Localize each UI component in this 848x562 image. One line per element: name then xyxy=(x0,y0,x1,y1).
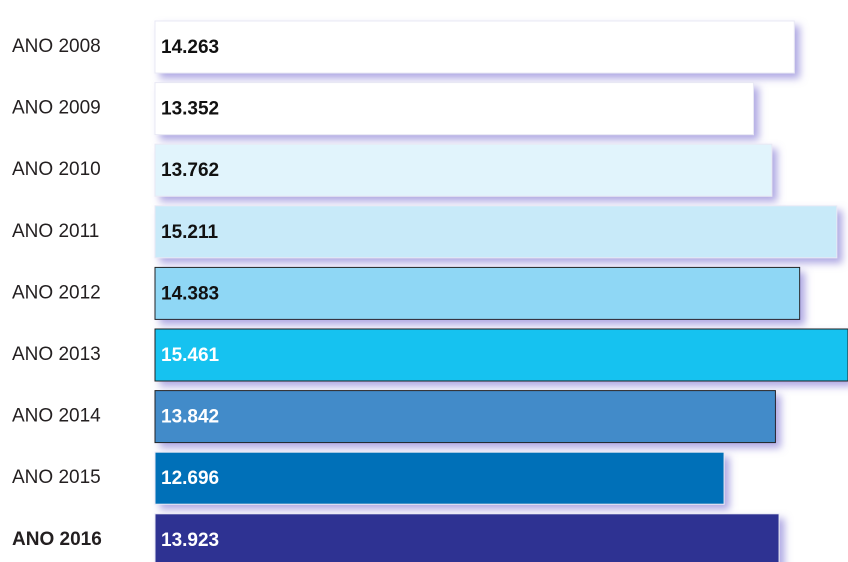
category-label: ANO 2014 xyxy=(12,406,101,427)
bar xyxy=(154,328,848,382)
bar xyxy=(154,82,754,136)
value-label: 13.923 xyxy=(161,530,219,551)
bar xyxy=(154,513,780,562)
bar xyxy=(154,143,773,197)
bar xyxy=(154,205,838,259)
value-label: 15.211 xyxy=(161,222,218,243)
value-label: 13.842 xyxy=(161,407,219,428)
category-label: ANO 2011 xyxy=(12,221,99,242)
value-label: 14.263 xyxy=(161,37,219,58)
value-label: 12.696 xyxy=(161,468,219,489)
category-label: ANO 2010 xyxy=(12,159,101,180)
bar xyxy=(154,266,801,320)
bar xyxy=(154,20,795,74)
bar xyxy=(154,390,776,444)
category-label: ANO 2008 xyxy=(12,36,101,57)
category-label: ANO 2012 xyxy=(12,282,101,303)
category-label: ANO 2009 xyxy=(12,98,101,119)
value-label: 14.383 xyxy=(161,283,219,304)
value-label: 13.762 xyxy=(161,160,219,181)
category-label: ANO 2013 xyxy=(12,344,101,365)
value-label: 13.352 xyxy=(161,99,219,120)
category-label: ANO 2015 xyxy=(12,467,101,488)
value-label: 15.461 xyxy=(161,345,220,366)
bar xyxy=(154,451,725,505)
category-label: ANO 2016 xyxy=(12,529,102,550)
